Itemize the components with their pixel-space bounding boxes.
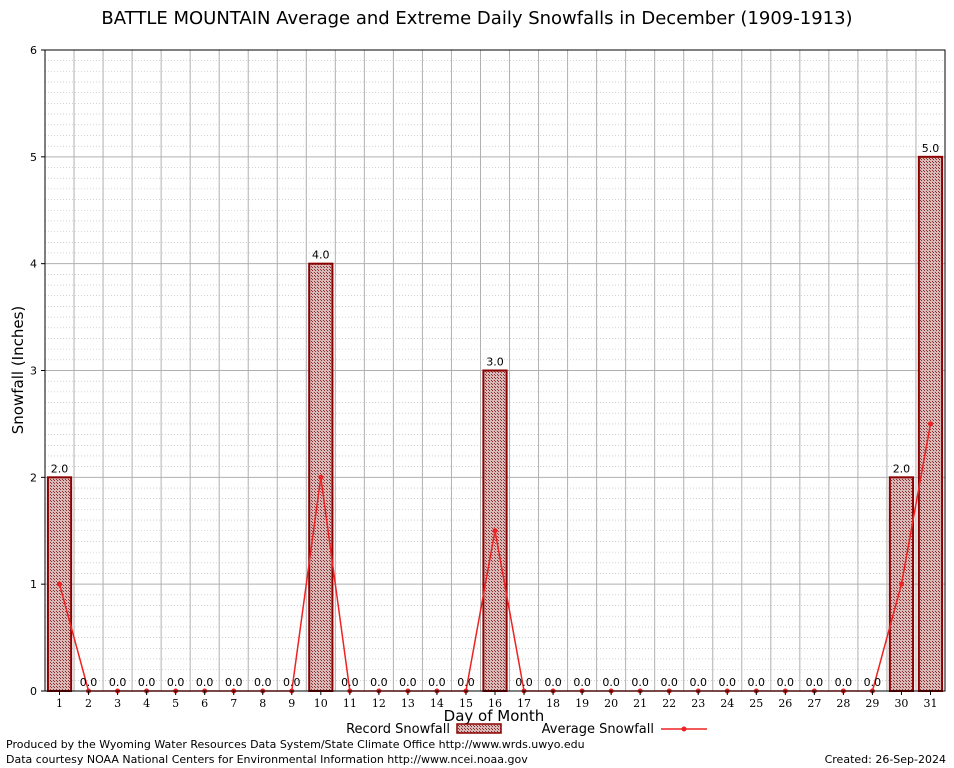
bar-value-label: 0.0 — [370, 676, 388, 689]
average-snowfall-point — [492, 528, 498, 534]
x-tick-label: 26 — [778, 697, 792, 710]
bar-value-label: 0.0 — [835, 676, 853, 689]
legend: Record Snowfall Average Snowfall — [346, 722, 707, 737]
legend-record-label: Record Snowfall — [346, 722, 450, 737]
bar-value-label: 0.0 — [864, 676, 882, 689]
bar-value-label: 2.0 — [893, 462, 911, 475]
bar-value-label: 0.0 — [689, 676, 707, 689]
bar-value-label: 0.0 — [631, 676, 649, 689]
bar-value-label: 0.0 — [428, 676, 446, 689]
x-tick-label: 31 — [923, 697, 937, 710]
y-tick-label: 0 — [30, 685, 37, 698]
x-tick-label: 5 — [172, 697, 179, 710]
bar-value-label: 0.0 — [109, 676, 127, 689]
x-tick-label: 9 — [288, 697, 295, 710]
bar-value-label: 5.0 — [922, 142, 940, 155]
x-tick-label: 11 — [343, 697, 357, 710]
bar-value-label: 0.0 — [341, 676, 359, 689]
x-tick-label: 6 — [201, 697, 208, 710]
y-tick-label: 2 — [30, 471, 37, 484]
x-tick-label: 17 — [517, 697, 531, 710]
x-tick-label: 30 — [894, 697, 908, 710]
created-date: Created: 26-Sep-2024 — [824, 753, 946, 766]
bar-value-label: 0.0 — [806, 676, 824, 689]
x-tick-label: 28 — [836, 697, 850, 710]
y-tick-label: 3 — [30, 365, 37, 378]
x-tick-label: 12 — [372, 697, 386, 710]
y-axis-label: Snowfall (Inches) — [9, 306, 27, 434]
bar-value-label: 4.0 — [312, 249, 330, 262]
bar-value-label: 3.0 — [486, 356, 504, 369]
average-snowfall-point — [318, 474, 324, 480]
bar-value-label: 0.0 — [138, 676, 156, 689]
legend-average-marker — [681, 726, 687, 732]
bar-value-label: 0.0 — [196, 676, 214, 689]
chart-title: BATTLE MOUNTAIN Average and Extreme Dail… — [101, 8, 853, 29]
average-snowfall-point — [927, 421, 933, 427]
x-tick-label: 27 — [807, 697, 821, 710]
bar-value-label: 0.0 — [573, 676, 591, 689]
x-tick-label: 25 — [749, 697, 763, 710]
bar-value-label: 0.0 — [167, 676, 185, 689]
x-tick-label: 24 — [720, 697, 734, 710]
x-tick-label: 19 — [575, 697, 589, 710]
x-tick-label: 4 — [143, 697, 150, 710]
average-snowfall-point — [898, 581, 904, 587]
x-tick-label: 7 — [230, 697, 237, 710]
y-tick-label: 1 — [30, 578, 37, 591]
y-tick-label: 4 — [30, 258, 37, 271]
x-tick-label: 3 — [114, 697, 121, 710]
x-tick-label: 21 — [633, 697, 647, 710]
x-tick-label: 29 — [865, 697, 879, 710]
x-tick-label: 14 — [430, 697, 444, 710]
bar-value-label: 0.0 — [254, 676, 272, 689]
data-courtesy-credit: Data courtesy NOAA National Centers for … — [6, 753, 528, 766]
x-tick-label: 20 — [604, 697, 618, 710]
bar-value-label: 0.0 — [457, 676, 475, 689]
x-tick-label: 16 — [488, 697, 502, 710]
bar-value-labels: 2.0 0.0 0.0 0.0 0.0 0.0 0.0 0.0 0.0 4.0 0.0 0.0 0.0 0… — [51, 142, 939, 689]
x-tick-label: 22 — [662, 697, 676, 710]
average-snowfall-point — [57, 581, 63, 587]
bar-value-label: 0.0 — [80, 676, 98, 689]
y-tick-label: 6 — [30, 44, 37, 57]
bar-value-label: 0.0 — [777, 676, 795, 689]
x-tick-label: 13 — [401, 697, 415, 710]
y-tick-label: 5 — [30, 151, 37, 164]
bar-value-label: 0.0 — [399, 676, 417, 689]
bar-value-label: 0.0 — [283, 676, 301, 689]
x-tick-label: 1 — [56, 697, 63, 710]
legend-average-label: Average Snowfall — [542, 722, 654, 737]
legend-record-swatch — [456, 723, 502, 734]
x-tick-label: 8 — [259, 697, 266, 710]
bar-value-label: 0.0 — [660, 676, 678, 689]
bar-value-label: 0.0 — [225, 676, 243, 689]
produced-by-credit: Produced by the Wyoming Water Resources … — [6, 738, 585, 751]
bar-value-label: 0.0 — [544, 676, 562, 689]
bar-value-label: 2.0 — [51, 462, 69, 475]
x-tick-label: 10 — [314, 697, 328, 710]
x-tick-label: 23 — [691, 697, 705, 710]
x-tick-label: 18 — [546, 697, 560, 710]
bar-value-label: 0.0 — [602, 676, 620, 689]
x-tick-label: 15 — [459, 697, 473, 710]
x-axis-label: Day of Month — [444, 707, 545, 725]
bar-value-label: 0.0 — [719, 676, 737, 689]
bar-value-label: 0.0 — [748, 676, 766, 689]
bar-value-label: 0.0 — [515, 676, 533, 689]
x-tick-label: 2 — [85, 697, 92, 710]
